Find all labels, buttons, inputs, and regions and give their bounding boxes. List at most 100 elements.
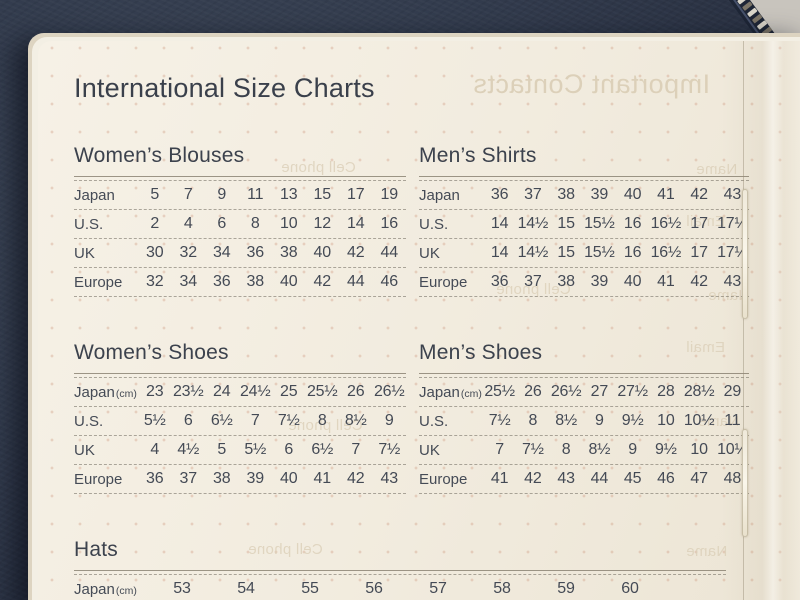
size-value: 36: [490, 186, 509, 203]
size-value: 40: [280, 470, 298, 487]
size-value: 8½: [588, 441, 611, 458]
size-value: 9: [628, 441, 637, 458]
size-value: 41: [313, 470, 332, 487]
size-value: 16: [623, 215, 642, 232]
size-value: 44: [347, 273, 365, 290]
table-row: Japan(cm) 25½ 26 26½ 27 27½ 28 28½ 29: [419, 378, 749, 407]
size-value: 16½: [650, 244, 682, 261]
row-label: Japan(cm): [74, 580, 137, 598]
size-value: 15: [557, 215, 575, 232]
size-value: 34: [213, 244, 231, 261]
size-value: 56: [365, 580, 383, 597]
section-title: Women’s Shoes: [74, 341, 406, 374]
size-value: 45: [623, 470, 642, 487]
size-value: 41: [657, 186, 675, 203]
size-value: 25½: [306, 383, 338, 400]
size-value: 26: [347, 383, 365, 400]
size-value: 42: [347, 470, 365, 487]
size-value: 59: [557, 580, 575, 597]
size-value: 6½: [210, 412, 233, 429]
size-value: 7½: [521, 441, 544, 458]
size-value: 23: [146, 383, 164, 400]
size-value: 16: [380, 215, 399, 232]
size-value: 17: [690, 215, 708, 232]
size-value: 7: [495, 441, 504, 458]
size-value: 32: [146, 273, 164, 290]
binding-stitch: [742, 429, 748, 537]
size-value: 7: [183, 186, 193, 203]
section-title: Women’s Blouses: [74, 144, 406, 177]
size-value: 7: [351, 441, 361, 458]
size-value: 28: [657, 383, 675, 400]
row-label: Japan: [419, 186, 460, 204]
size-value: 30: [146, 244, 164, 261]
size-value: 6: [284, 441, 294, 458]
row-label: U.S.: [74, 215, 104, 233]
size-value: 37: [524, 273, 542, 290]
size-value: 42: [313, 273, 332, 290]
row-label: UK: [419, 244, 440, 262]
row-label: UK: [419, 441, 440, 459]
size-value: 8: [250, 215, 260, 232]
size-value: 38: [557, 273, 575, 290]
size-value: 24½: [239, 383, 271, 400]
size-value: 38: [557, 186, 575, 203]
row-label: Europe: [74, 273, 123, 291]
size-value: 38: [280, 244, 298, 261]
row-label: Europe: [419, 273, 468, 291]
size-value: 46: [657, 470, 675, 487]
size-value: 15½: [584, 244, 615, 261]
section-title: Men’s Shoes: [419, 341, 749, 374]
row-label: U.S.: [419, 215, 449, 233]
size-chart-section: Hats Japan(cm) 53 54 55 56 57 58 59 60: [74, 538, 726, 600]
size-value: 36: [146, 470, 164, 487]
size-value: 40: [623, 186, 642, 203]
size-value: 54: [237, 580, 255, 597]
size-value: 11: [724, 412, 741, 429]
size-value: 41: [657, 273, 675, 290]
size-value: 60: [621, 580, 639, 597]
size-value: 47: [690, 470, 708, 487]
size-value: 11: [247, 186, 264, 203]
notebook-page: Important Contacts Cell phone Name Email…: [38, 41, 800, 600]
size-value: 24: [213, 383, 231, 400]
size-value: 5: [150, 186, 160, 203]
size-value: 6½: [311, 441, 334, 458]
size-value: 4: [150, 441, 160, 458]
size-chart-section: Women’s Blouses Japan 5 7 9 11 13 15 17 19 U.S.…: [74, 144, 406, 297]
size-chart-section: Men’s Shoes Japan(cm) 25½ 26 26½ 27 27½ 28 28½…: [419, 341, 749, 494]
size-table: Japan 5 7 9 11 13 15 17 19 U.S. 2 4 6 8 10 12 14 16 UK…: [74, 180, 406, 297]
size-table: Japan(cm) 53 54 55 56 57 58 59 60: [74, 574, 726, 600]
size-value: 17: [690, 244, 708, 261]
size-table: Japan(cm) 25½ 26 26½ 27 27½ 28 28½ 29 U.S. 7½ 8 8…: [419, 377, 749, 494]
size-value: 23½: [172, 383, 204, 400]
section-title: Men’s Shirts: [419, 144, 749, 177]
size-value: 55: [301, 580, 319, 597]
table-row: UK 30 32 34 36 38 40 42 44: [74, 239, 406, 268]
table-row: UK 4 4½ 5 5½ 6 6½ 7 7½: [74, 436, 406, 465]
size-value: 42: [347, 244, 365, 261]
size-value: 44: [590, 470, 609, 487]
size-value: 58: [493, 580, 511, 597]
row-label: U.S.: [74, 412, 104, 430]
table-row: Europe 36 37 38 39 40 41 42 43: [419, 268, 749, 297]
size-value: 2: [150, 215, 160, 232]
size-value: 40: [623, 273, 642, 290]
row-label: Japan(cm): [74, 383, 137, 401]
size-value: 14½: [517, 215, 549, 232]
size-chart-section: Women’s Shoes Japan(cm) 23 23½ 24 24½ 25 25½ 2…: [74, 341, 406, 494]
table-row: UK 7 7½ 8 8½ 9 9½ 10 10½: [419, 436, 749, 465]
row-label: UK: [74, 441, 95, 459]
size-value: 9½: [621, 412, 644, 429]
size-value: 44: [380, 244, 399, 261]
size-value: 19: [380, 186, 399, 203]
size-value: 38: [246, 273, 265, 290]
size-value: 6: [217, 215, 227, 232]
size-value: 34: [179, 273, 198, 290]
size-value: 43: [557, 470, 575, 487]
size-value: 5½: [143, 412, 166, 429]
size-value: 42: [524, 470, 542, 487]
size-value: 17: [347, 186, 365, 203]
size-value: 28½: [683, 383, 715, 400]
